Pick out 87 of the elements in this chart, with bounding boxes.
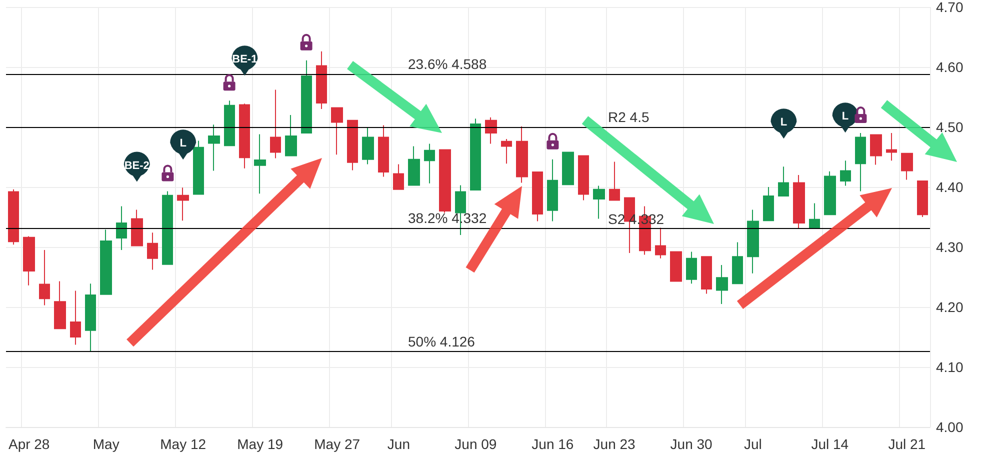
candlestick bbox=[655, 227, 666, 259]
candlestick bbox=[254, 134, 266, 194]
y-tick-label: 4.30 bbox=[936, 239, 964, 255]
x-tick-label: Jun 30 bbox=[670, 436, 713, 452]
annotation: BE-2 bbox=[124, 160, 150, 172]
candlestick bbox=[716, 264, 728, 304]
annotation: L bbox=[180, 138, 187, 150]
ref-line-label: 23.6% 4.588 bbox=[408, 56, 487, 72]
x-tick-label: May bbox=[92, 436, 120, 452]
x-tick-label: Jul bbox=[744, 436, 762, 452]
annotation: BE-1 bbox=[232, 54, 258, 66]
candlestick bbox=[224, 100, 235, 146]
candlestick bbox=[316, 50, 327, 110]
candlestick bbox=[162, 190, 173, 265]
candlestick bbox=[701, 256, 712, 294]
candlestick bbox=[870, 134, 882, 166]
candlestick bbox=[917, 180, 928, 218]
candlestick bbox=[547, 158, 558, 222]
candlestick bbox=[593, 185, 605, 220]
y-tick-label: 4.40 bbox=[936, 179, 964, 195]
candlestick bbox=[778, 166, 789, 196]
candlestick bbox=[732, 242, 743, 284]
candlestick bbox=[378, 124, 389, 178]
candlestick bbox=[840, 160, 851, 186]
candlestick bbox=[131, 209, 143, 246]
y-tick-label: 4.10 bbox=[936, 359, 964, 375]
candlestick bbox=[301, 60, 312, 134]
candlestick bbox=[8, 188, 19, 246]
y-tick-label: 4.00 bbox=[936, 419, 964, 435]
x-tick-label: May 19 bbox=[237, 436, 284, 452]
candlestick bbox=[670, 251, 682, 282]
candlestick bbox=[516, 126, 528, 184]
y-tick-label: 4.70 bbox=[936, 0, 964, 15]
candlestick bbox=[54, 280, 66, 330]
x-tick-label: Jul 14 bbox=[811, 436, 849, 452]
candlestick bbox=[686, 251, 697, 284]
x-tick-label: Jul 21 bbox=[888, 436, 926, 452]
annotation: L bbox=[842, 110, 849, 123]
annotation: L bbox=[780, 116, 788, 129]
annotation: S2 4.332 bbox=[608, 210, 664, 227]
x-tick-label: May 27 bbox=[314, 436, 360, 452]
candlestick bbox=[763, 186, 774, 222]
ref-line-label: R2 4.5 bbox=[608, 109, 650, 125]
x-tick-label: Jun 23 bbox=[593, 436, 636, 452]
x-tick-label: Apr 28 bbox=[8, 436, 50, 452]
candlestick bbox=[408, 146, 420, 186]
candlestick bbox=[809, 202, 820, 228]
y-tick-label: 4.20 bbox=[936, 299, 964, 315]
candlestick bbox=[886, 132, 897, 162]
candlestick bbox=[208, 124, 220, 172]
x-tick-label: Jun 16 bbox=[532, 436, 574, 452]
candlestick bbox=[824, 170, 836, 216]
candlestick bbox=[347, 120, 358, 171]
candlestick bbox=[147, 232, 158, 270]
candlestick bbox=[747, 209, 759, 274]
x-tick-label: Jun 09 bbox=[454, 436, 497, 452]
candlestick bbox=[23, 236, 35, 286]
candlestick bbox=[100, 229, 112, 295]
candlestick bbox=[270, 89, 281, 159]
candlestick bbox=[562, 152, 574, 186]
x-tick-label: Jun bbox=[387, 436, 410, 452]
candlestick bbox=[578, 155, 589, 201]
candlestick bbox=[39, 250, 50, 306]
candlestick bbox=[901, 152, 913, 180]
candlestick bbox=[424, 143, 435, 184]
y-tick-label: 4.50 bbox=[936, 119, 964, 135]
candlestick bbox=[501, 138, 512, 164]
y-tick-label: 4.60 bbox=[936, 59, 964, 75]
candlestick bbox=[285, 114, 297, 156]
candlestick bbox=[793, 174, 805, 229]
candlestick bbox=[532, 172, 543, 222]
candlestick bbox=[439, 149, 451, 214]
candlestick bbox=[239, 103, 250, 169]
x-tick-label: May 12 bbox=[160, 436, 206, 452]
candlestick bbox=[193, 140, 204, 195]
candlestick bbox=[609, 161, 620, 201]
candlestick bbox=[855, 132, 866, 192]
candlestick bbox=[470, 118, 481, 190]
candlestick bbox=[331, 107, 343, 156]
candlestick bbox=[177, 187, 189, 222]
candlestick bbox=[393, 164, 404, 190]
ref-line-label: 50% 4.126 bbox=[408, 333, 476, 350]
candlestick bbox=[70, 290, 81, 346]
candlestick bbox=[362, 127, 374, 165]
candlestick bbox=[116, 206, 127, 250]
candlestick bbox=[485, 116, 497, 144]
candlestick bbox=[85, 283, 96, 352]
